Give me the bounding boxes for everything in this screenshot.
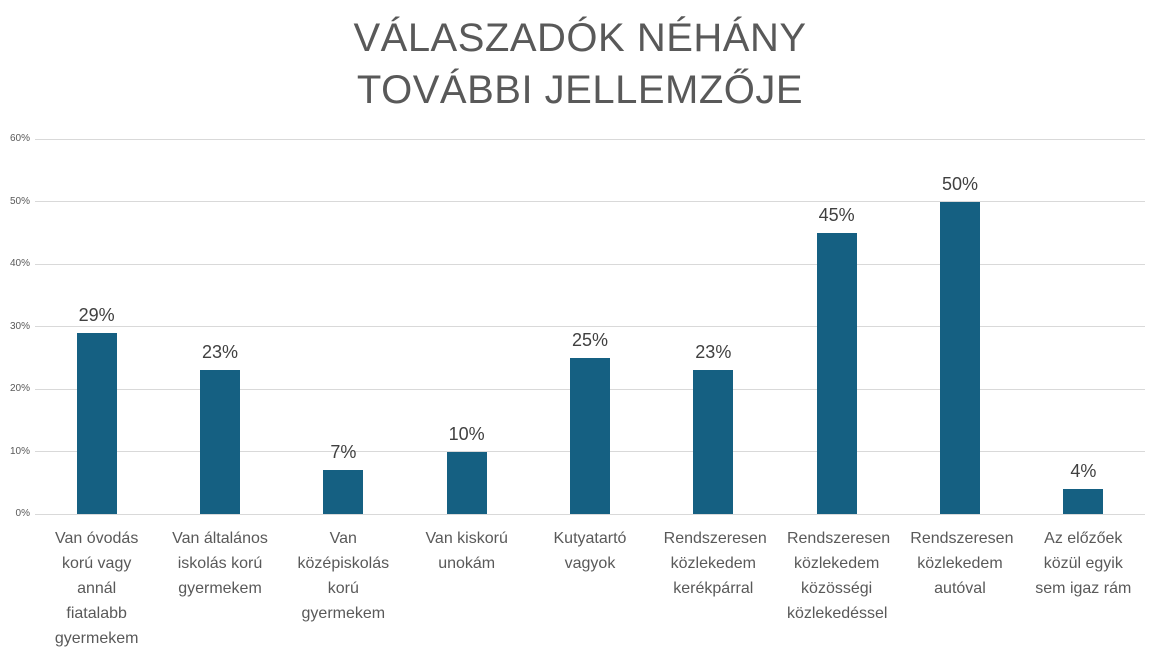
gridline	[35, 201, 1145, 202]
bar	[76, 332, 117, 514]
bar-column: 10%	[405, 139, 528, 514]
bar	[816, 232, 857, 514]
bar-value-label: 23%	[695, 342, 732, 363]
bar-value-label: 29%	[78, 304, 115, 325]
bar	[323, 470, 364, 514]
chart-title-line2: TOVÁBBI JELLEMZŐJE	[356, 68, 804, 112]
bar	[199, 370, 240, 514]
y-tick-label: 30%	[9, 320, 30, 332]
bar-column: 50%	[898, 139, 1021, 514]
category-label: Van óvodás korú vagy annál fiatalabb gye…	[54, 530, 139, 647]
gridline	[35, 263, 1145, 265]
bar-value-label: 10%	[448, 423, 485, 444]
bar-value-label: 7%	[330, 442, 357, 463]
category-label: Rendszeresen közlekedem közösségi közlek…	[786, 530, 891, 622]
gridline	[35, 513, 1145, 515]
category-label: Kutyatartó vagyok	[553, 530, 627, 572]
y-tick-label: 0%	[15, 508, 30, 519]
category-axis: Van óvodás korú vagy annál fiatalabb gye…	[35, 526, 1145, 651]
y-tick-label: 10%	[9, 445, 30, 457]
bar	[939, 201, 980, 514]
bar-value-label: 25%	[571, 329, 608, 350]
bar	[569, 357, 610, 514]
chart-title: VÁLASZADÓK NÉHÁNY TOVÁBBI JELLEMZŐJE	[0, 12, 1160, 116]
bar-value-label: 23%	[201, 342, 238, 363]
gridline	[35, 138, 1145, 140]
category-label: Van kiskorú unokám	[425, 530, 508, 572]
bar-column: 23%	[158, 139, 281, 514]
bar-column: 4%	[1022, 139, 1145, 514]
gridline	[35, 326, 1145, 327]
category-label: Az előzőek közül egyik sem igaz rám	[1035, 530, 1132, 597]
y-tick-label: 20%	[9, 383, 30, 394]
category-label: Van középiskolás korú gyermekem	[297, 530, 390, 622]
bar-column: 23%	[652, 139, 775, 514]
y-tick-label: 40%	[9, 258, 30, 269]
bar-column: 29%	[35, 139, 158, 514]
category-label: Van általános iskolás korú gyermekem	[172, 530, 268, 597]
bar-column: 45%	[775, 139, 898, 514]
chart-title-line1: VÁLASZADÓK NÉHÁNY	[353, 16, 807, 60]
bar	[446, 451, 487, 514]
bar	[1063, 489, 1104, 514]
plot-area: 29% 23% 7% 10% 25% 23% 45% 50% 4%	[35, 138, 1145, 515]
category-label: Rendszeresen közlekedem autóval	[910, 530, 1014, 597]
bar	[693, 370, 734, 514]
category-label: Rendszeresen közlekedem kerékpárral	[663, 530, 767, 597]
y-tick-label: 60%	[9, 133, 30, 144]
bar-column: 7%	[282, 139, 405, 514]
bar-value-label: 50%	[941, 173, 978, 194]
bar-value-label: 45%	[818, 204, 855, 225]
y-tick-label: 50%	[9, 195, 30, 207]
bar-column: 25%	[528, 139, 651, 514]
bar-value-label: 4%	[1070, 461, 1097, 481]
